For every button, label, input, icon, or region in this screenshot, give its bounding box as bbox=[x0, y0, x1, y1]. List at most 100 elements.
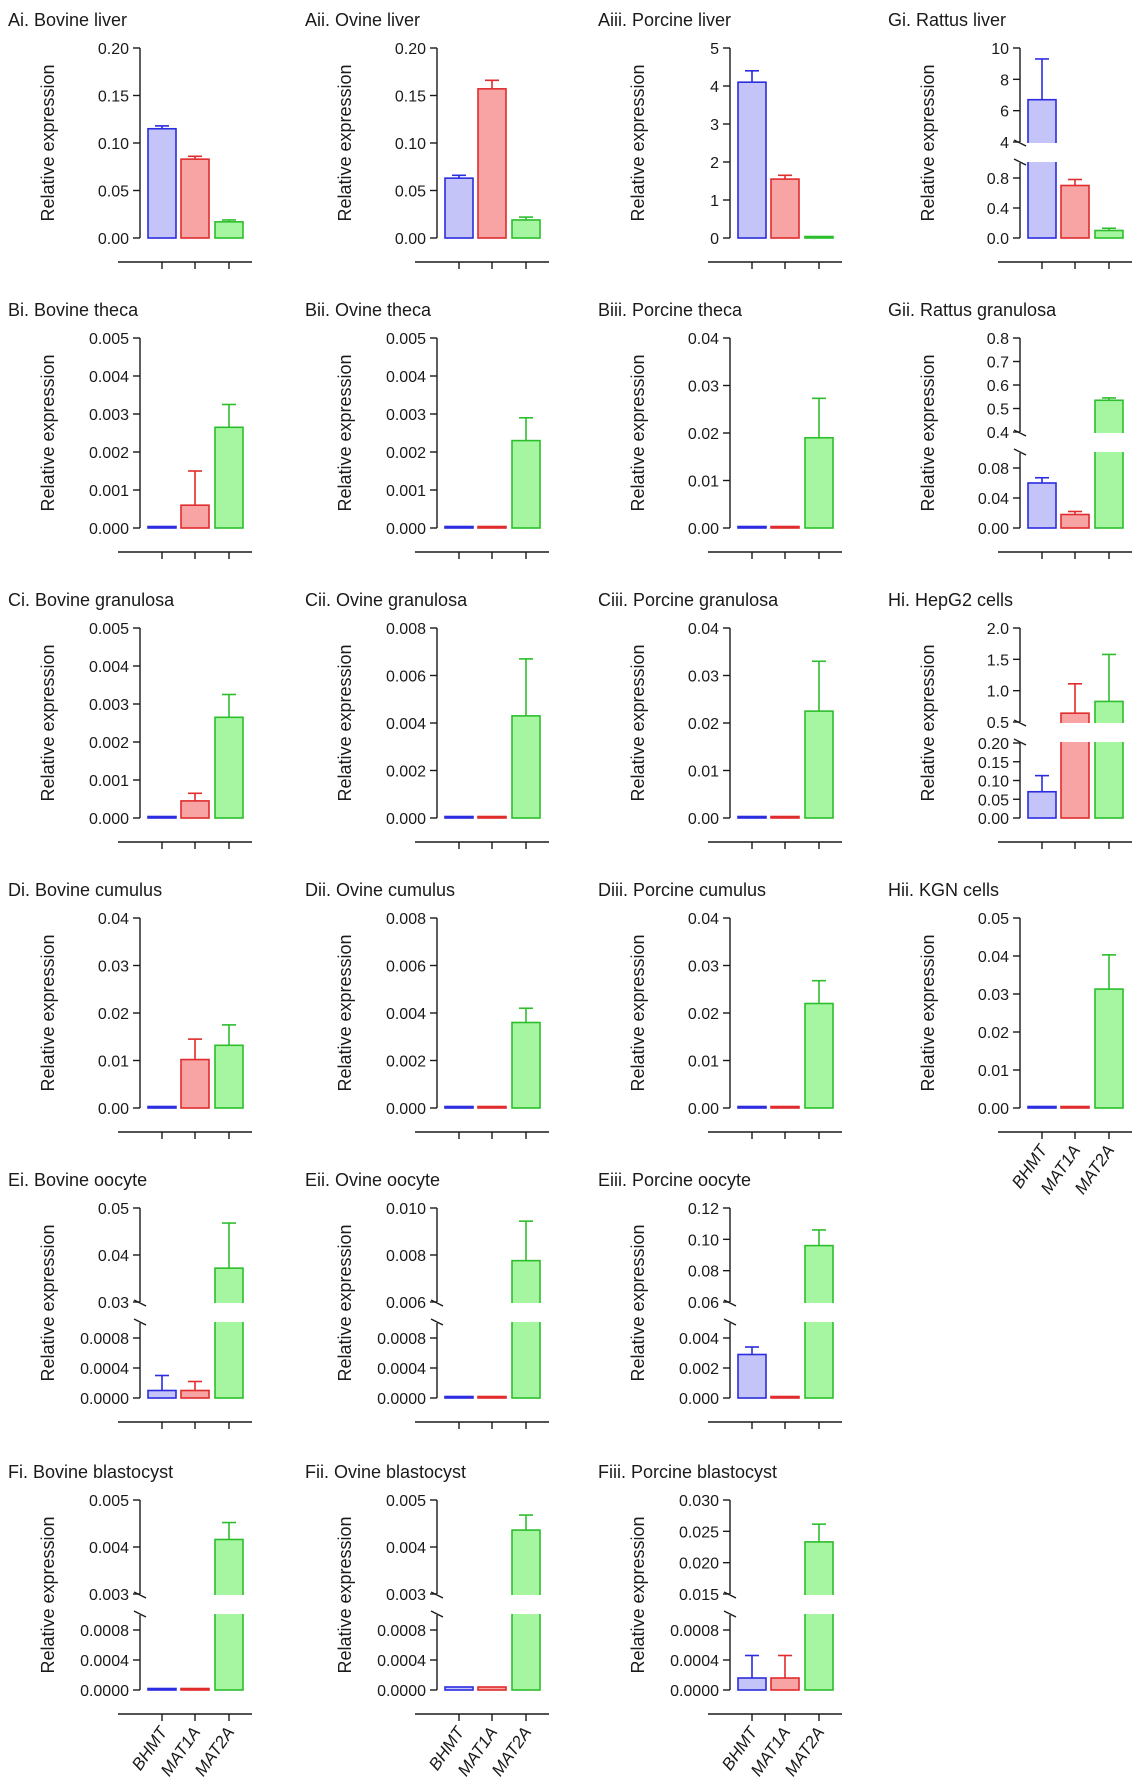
y-tick-label: 0.004 bbox=[89, 369, 129, 386]
axis-break-mark bbox=[133, 1610, 147, 1618]
y-tick-label: 0.002 bbox=[89, 735, 129, 752]
bar-mat1a bbox=[477, 815, 507, 819]
y-tick-label: 0.0000 bbox=[377, 1683, 426, 1700]
y-tick-label: 0.03 bbox=[98, 1295, 129, 1312]
bar-mat1a bbox=[770, 815, 800, 819]
bar-bhmt bbox=[147, 815, 177, 819]
y-tick-label: 0.000 bbox=[386, 1101, 426, 1118]
y-tick-label: 0.0008 bbox=[80, 1331, 129, 1348]
axis-break-mark bbox=[133, 1591, 147, 1599]
bar-bhmt bbox=[147, 525, 177, 529]
bar-break-gap bbox=[511, 1595, 541, 1614]
bar-mat2a bbox=[804, 235, 834, 239]
y-axis-label: Relative expression bbox=[628, 354, 648, 511]
y-tick-label: 0.03 bbox=[688, 959, 719, 976]
bar-mat1a bbox=[180, 158, 210, 239]
bar-mat2a bbox=[511, 219, 541, 239]
bar-bhmt bbox=[1027, 98, 1057, 239]
y-axis-label: Relative expression bbox=[628, 1516, 648, 1673]
bar-mat2a bbox=[1094, 399, 1124, 529]
y-tick-label: 0.00 bbox=[98, 231, 129, 248]
y-axis-label: Relative expression bbox=[38, 64, 58, 221]
y-tick-label: 0.0008 bbox=[670, 1623, 719, 1640]
y-tick-label: 0.00 bbox=[98, 1101, 129, 1118]
axis-break-mark bbox=[430, 1318, 444, 1326]
y-tick-label: 0.20 bbox=[978, 736, 1009, 753]
y-axis-label: Relative expression bbox=[628, 64, 648, 221]
y-tick-label: 10 bbox=[991, 41, 1009, 58]
y-axis-label: Relative expression bbox=[628, 644, 648, 801]
y-tick-label: 0.5 bbox=[987, 402, 1009, 419]
bar-mat2a bbox=[804, 1002, 834, 1109]
axis-break-mark bbox=[723, 1610, 737, 1618]
y-tick-label: 0.08 bbox=[688, 1264, 719, 1281]
y-axis-label: Relative expression bbox=[38, 1224, 58, 1381]
bar-bhmt bbox=[737, 525, 767, 529]
panel-title: Dii. Ovine cumulus bbox=[305, 880, 455, 900]
bar-bhmt bbox=[737, 1105, 767, 1109]
bar-mat2a bbox=[214, 221, 244, 239]
panel-title: Ei. Bovine oocyte bbox=[8, 1170, 147, 1190]
bar-bhmt bbox=[147, 1389, 177, 1399]
y-tick-label: 1.0 bbox=[987, 684, 1009, 701]
y-tick-label: 0.0004 bbox=[377, 1361, 426, 1378]
bar-mat2a bbox=[1094, 988, 1124, 1109]
panel-gi: Gi. Rattus liver Relative expression 10 8 6 4… bbox=[888, 10, 1132, 269]
y-tick-label: 0.006 bbox=[386, 959, 426, 976]
bar-mat2a bbox=[804, 436, 834, 529]
panel-dii: Dii. Ovine cumulus Relative expression 0.0… bbox=[305, 880, 549, 1139]
panel-title: Hii. KGN cells bbox=[888, 880, 999, 900]
bar-mat1a bbox=[477, 1395, 507, 1399]
bar-bhmt bbox=[147, 127, 177, 239]
y-tick-label: 0.05 bbox=[98, 184, 129, 201]
panel-title: Bii. Ovine theca bbox=[305, 300, 432, 320]
y-tick-label: 0.0008 bbox=[80, 1623, 129, 1640]
panel-hi: Hi. HepG2 cells Relative expression 2.0 1.5… bbox=[888, 590, 1132, 849]
y-tick-label: 0.004 bbox=[89, 1540, 129, 1557]
axis-break-mark bbox=[430, 1610, 444, 1618]
y-tick-label: 0.030 bbox=[679, 1493, 719, 1510]
bar-bhmt bbox=[147, 1687, 177, 1691]
panel-title: Gi. Rattus liver bbox=[888, 10, 1006, 30]
panel-title: Fii. Ovine blastocyst bbox=[305, 1462, 466, 1482]
y-tick-label: 0.03 bbox=[98, 959, 129, 976]
y-tick-label: 1.5 bbox=[987, 652, 1009, 669]
y-tick-label: 0.04 bbox=[978, 491, 1009, 508]
y-axis-label: Relative expression bbox=[335, 1516, 355, 1673]
bar-mat1a bbox=[770, 1677, 800, 1691]
panel-bi: Bi. Bovine theca Relative expression 0.005… bbox=[8, 300, 252, 559]
y-tick-label: 0.01 bbox=[688, 1054, 719, 1071]
axis-break-mark bbox=[1013, 139, 1027, 147]
y-tick-label: 0.006 bbox=[386, 669, 426, 686]
y-axis-label: Relative expression bbox=[628, 1224, 648, 1381]
bar-mat1a bbox=[477, 1105, 507, 1109]
y-tick-label: 0.008 bbox=[386, 911, 426, 928]
y-tick-label: 0.00 bbox=[688, 1101, 719, 1118]
y-tick-label: 0.004 bbox=[679, 1331, 719, 1348]
y-tick-label: 0.03 bbox=[688, 379, 719, 396]
y-axis-label: Relative expression bbox=[38, 1516, 58, 1673]
bar-break-gap bbox=[1060, 723, 1090, 742]
axis-break-mark bbox=[430, 1591, 444, 1599]
y-tick-label: 4 bbox=[1000, 135, 1009, 152]
y-tick-label: 0.02 bbox=[688, 716, 719, 733]
panel-title: Ai. Bovine liver bbox=[8, 10, 127, 30]
panel-fi: Fi. Bovine blastocyst Relative expression… bbox=[8, 1462, 252, 1780]
y-tick-label: 0.00 bbox=[395, 231, 426, 248]
axis-break-mark bbox=[430, 1299, 444, 1307]
y-tick-label: 0.0000 bbox=[670, 1683, 719, 1700]
y-tick-label: 2.0 bbox=[987, 621, 1009, 638]
y-tick-label: 0.004 bbox=[386, 716, 426, 733]
y-tick-label: 0.003 bbox=[89, 1587, 129, 1604]
panel-title: Biii. Porcine theca bbox=[598, 300, 743, 320]
axis-break-mark bbox=[1013, 158, 1027, 166]
y-axis-label: Relative expression bbox=[335, 934, 355, 1091]
y-tick-label: 0.10 bbox=[978, 774, 1009, 791]
bar-break-gap bbox=[511, 1303, 541, 1322]
bar-bhmt bbox=[444, 1105, 474, 1109]
panel-di: Di. Bovine cumulus Relative expression 0.0… bbox=[8, 880, 252, 1139]
y-tick-label: 0.6 bbox=[987, 378, 1009, 395]
panel-hii: Hii. KGN cells Relative expression 0.05 0.0… bbox=[888, 880, 1132, 1198]
y-tick-label: 0.00 bbox=[688, 521, 719, 538]
